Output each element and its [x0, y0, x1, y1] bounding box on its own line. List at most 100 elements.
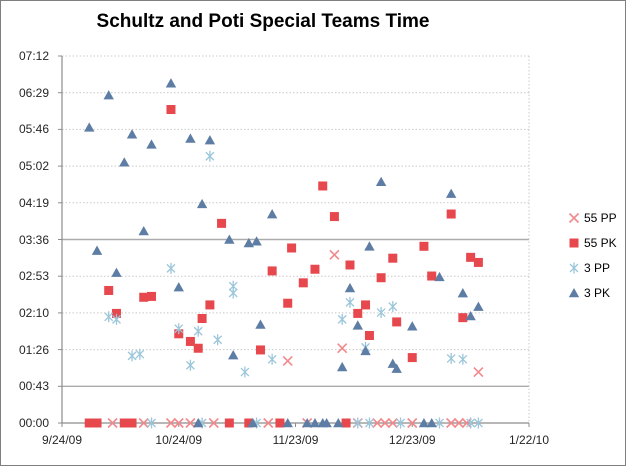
point-3-pp — [345, 296, 355, 308]
point-55-pk — [329, 212, 339, 222]
point-55-pk — [287, 243, 297, 253]
point-55-pp — [263, 417, 274, 429]
point-3-pp — [458, 353, 468, 365]
point-3-pk — [228, 350, 239, 360]
point-3-pk — [119, 157, 130, 167]
point-3-pk — [418, 418, 430, 428]
legend-marker-shape-3-pp — [569, 262, 579, 274]
point-55-pp — [473, 366, 484, 378]
point-55-pk — [283, 298, 293, 308]
point-3-pk — [375, 176, 387, 187]
point-3-pk — [352, 320, 363, 330]
point-55-pk — [458, 313, 468, 323]
point-55-pk — [193, 343, 203, 353]
point-55-pk — [224, 418, 234, 428]
y-tick-label: 05:46 — [18, 122, 49, 137]
point-3-pk — [185, 133, 196, 143]
point-3-pk — [243, 237, 254, 248]
point-55-pp — [173, 417, 184, 429]
point-55-pp — [446, 417, 457, 429]
point-55-pp — [372, 417, 383, 429]
point-55-pk — [267, 266, 277, 276]
point-3-pk — [111, 267, 122, 277]
point-55-pk — [446, 209, 456, 219]
x-tick-label: 1/22/10 — [508, 433, 550, 447]
legend-item-55-pk: 55 PK — [567, 231, 617, 256]
point-3-pp — [104, 311, 114, 323]
point-3-pk — [317, 418, 328, 428]
point-3-pp — [353, 417, 363, 429]
point-55-pp — [138, 417, 149, 429]
point-55-pp — [282, 355, 293, 367]
point-3-pk — [457, 288, 469, 298]
point-55-pp — [329, 249, 340, 260]
x-tick-label: 9/24/09 — [41, 433, 83, 447]
x-tick-label: 10/24/09 — [155, 433, 203, 447]
point-3-pk — [138, 226, 149, 236]
point-3-pk — [251, 236, 262, 246]
point-55-pk — [353, 308, 363, 318]
point-55-pk — [427, 271, 437, 281]
point-3-pp — [147, 417, 156, 429]
point-3-pp — [466, 417, 476, 429]
y-tick-label: 00:43 — [18, 379, 49, 394]
y-tick-label: 01:26 — [18, 342, 49, 357]
point-3-pp — [193, 325, 203, 337]
point-55-pk — [185, 336, 195, 346]
y-tick-label: 05:02 — [18, 159, 49, 174]
point-55-pk — [376, 273, 386, 283]
point-3-pk — [247, 418, 258, 428]
point-55-pk — [104, 285, 114, 295]
point-3-pk — [344, 282, 356, 293]
point-3-pk — [173, 282, 184, 292]
point-3-pk — [193, 418, 204, 428]
point-55-pk — [197, 314, 207, 324]
point-3-pp — [213, 334, 223, 346]
point-3-pk — [224, 234, 235, 244]
point-3-pk — [146, 139, 157, 149]
x-tick-label: 12/23/09 — [388, 433, 436, 447]
point-3-pk — [309, 418, 321, 428]
legend-label: 3 PK — [584, 286, 611, 300]
point-55-pk — [361, 300, 371, 310]
point-55-pp — [302, 417, 313, 429]
point-55-pk — [139, 292, 149, 302]
point-3-pk — [204, 135, 216, 145]
legend-marker-shape-55-pk — [569, 238, 579, 248]
point-3-pp — [166, 262, 176, 274]
point-3-pp — [396, 417, 406, 429]
point-3-pk — [364, 241, 375, 251]
point-55-pk — [364, 330, 374, 340]
point-3-pk — [333, 418, 344, 428]
point-55-pk — [174, 329, 184, 339]
point-3-pk — [196, 198, 208, 209]
point-3-pp — [174, 323, 184, 335]
point-55-pk — [345, 260, 355, 270]
legend-marker-shape-55-pp — [568, 212, 580, 224]
point-55-pk — [407, 353, 417, 363]
point-3-pp — [435, 417, 444, 429]
legend-marker-3-pk — [568, 288, 580, 298]
point-3-pp — [112, 313, 121, 325]
point-3-pp — [473, 417, 483, 429]
point-55-pk — [119, 418, 129, 428]
point-55-pk — [298, 278, 308, 288]
point-55-pk — [111, 308, 121, 318]
chart-title: Schultz and Poti Special Teams Time — [96, 11, 430, 32]
point-3-pp — [446, 352, 456, 364]
point-55-pk — [466, 252, 476, 262]
point-3-pk — [426, 418, 437, 428]
point-55-pk — [388, 253, 398, 263]
x-tick-label: 11/23/09 — [272, 433, 319, 447]
point-55-pp — [208, 417, 219, 429]
point-3-pk — [126, 129, 138, 139]
point-3-pk — [266, 209, 278, 219]
point-3-pk — [165, 78, 177, 88]
point-3-pp — [376, 307, 386, 319]
y-tick-label: 07:12 — [18, 49, 49, 63]
legend-item-3-pp: 3 PP — [567, 256, 610, 281]
point-3-pk — [282, 418, 293, 428]
point-3-pk — [473, 301, 484, 311]
